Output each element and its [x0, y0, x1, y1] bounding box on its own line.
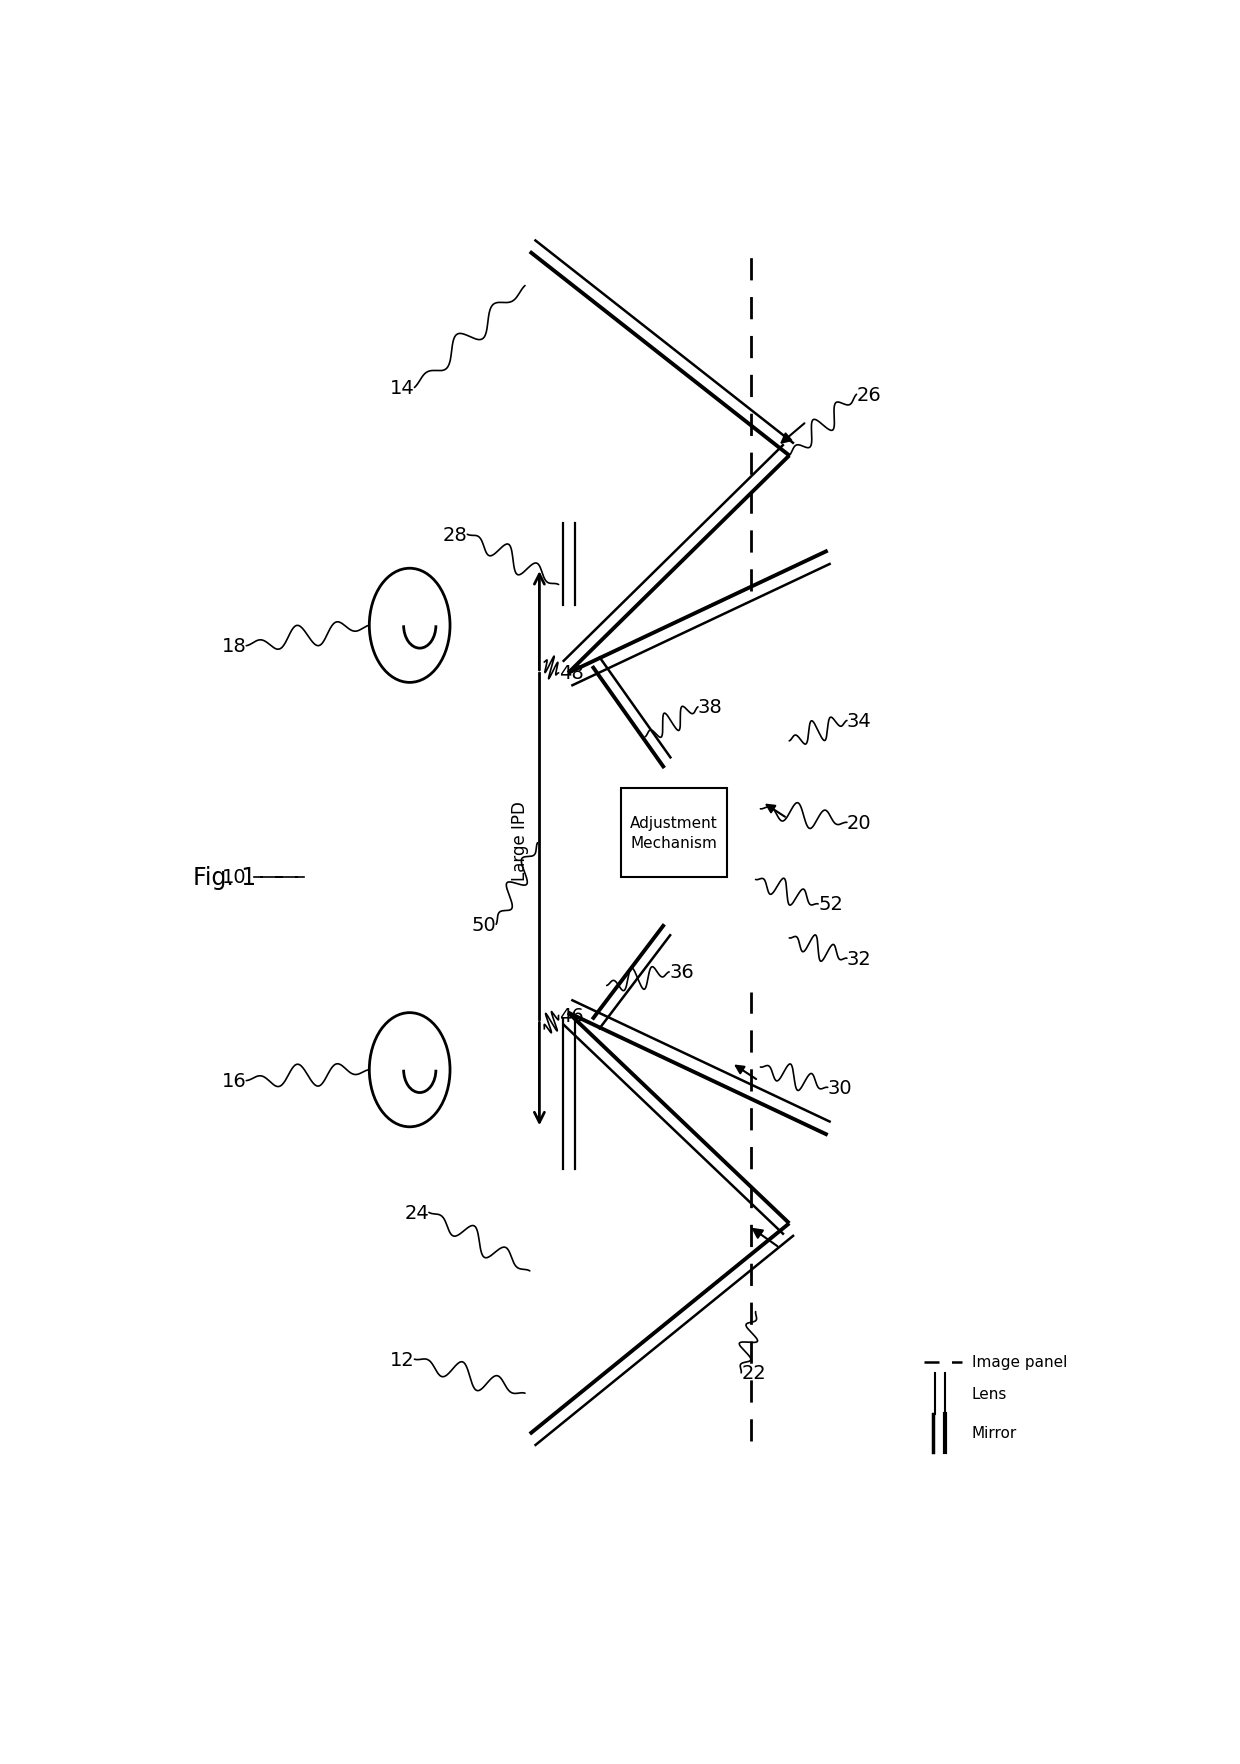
Text: 46: 46 [558, 1005, 583, 1025]
Text: 32: 32 [847, 949, 872, 968]
Text: Image panel: Image panel [972, 1355, 1068, 1369]
Text: 36: 36 [670, 963, 694, 983]
Text: 34: 34 [847, 711, 872, 730]
Text: 12: 12 [389, 1349, 414, 1369]
Text: 38: 38 [698, 699, 723, 716]
Text: Mirror: Mirror [972, 1425, 1017, 1439]
Text: 10: 10 [222, 868, 247, 887]
Text: 24: 24 [404, 1203, 429, 1222]
Text: Adjustment
Mechanism: Adjustment Mechanism [630, 815, 718, 850]
Text: 22: 22 [742, 1364, 766, 1383]
Text: 20: 20 [847, 813, 872, 833]
Text: 48: 48 [558, 663, 583, 683]
Text: 18: 18 [222, 637, 247, 656]
Text: 28: 28 [443, 526, 467, 545]
Text: 50: 50 [471, 916, 496, 935]
Text: 16: 16 [222, 1071, 247, 1090]
Text: 52: 52 [818, 894, 843, 914]
FancyBboxPatch shape [621, 789, 727, 877]
Text: 26: 26 [857, 386, 882, 404]
Text: 30: 30 [828, 1078, 852, 1097]
Text: 14: 14 [389, 379, 414, 397]
Text: Lens: Lens [972, 1387, 1007, 1401]
Text: Fig. 1: Fig. 1 [193, 866, 257, 889]
Text: Large IPD: Large IPD [511, 801, 529, 880]
